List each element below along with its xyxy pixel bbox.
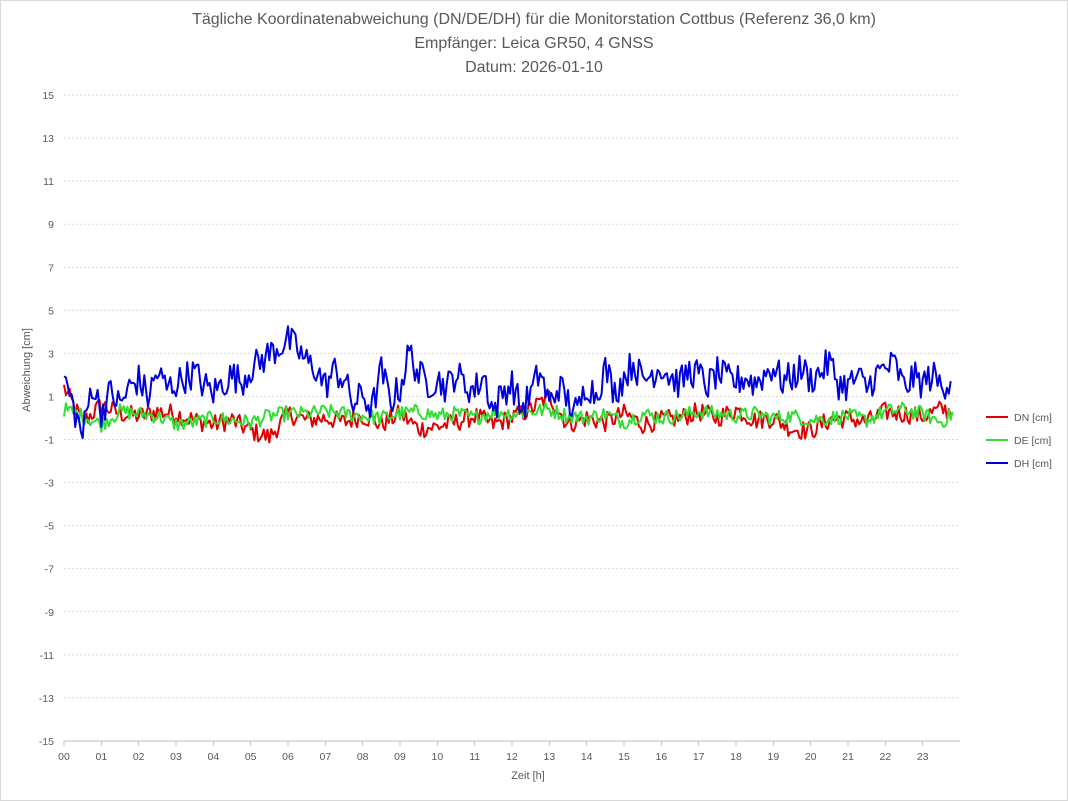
x-tick-label: 19 — [767, 751, 779, 763]
y-tick-label: 13 — [42, 133, 54, 145]
x-tick-label: 23 — [917, 751, 929, 763]
y-tick-label: -11 — [40, 650, 55, 662]
y-tick-label: -5 — [45, 521, 54, 533]
legend-label: DE [cm] — [1014, 435, 1051, 447]
legend: DN [cm] DE [cm] DH [cm] — [986, 412, 1052, 470]
x-tick-label: 08 — [357, 751, 369, 763]
x-tick-label: 09 — [394, 751, 406, 763]
y-tick-label: -15 — [39, 736, 54, 748]
x-tick-label: 17 — [693, 751, 705, 763]
y-axis-label: Abweichung [cm] — [21, 328, 33, 412]
legend-label: DN [cm] — [1014, 412, 1052, 424]
chart-subtitle-date: Datum: 2026-01-10 — [465, 59, 603, 76]
y-axis-ticks: 15 13 11 9 7 5 3 1 -1 -3 -5 -7 -9 -11 -13 -15 — [39, 90, 54, 748]
x-tick-label: 06 — [282, 751, 294, 763]
series-line-dh — [63, 325, 952, 440]
x-tick-label: 03 — [170, 751, 182, 763]
x-tick-label: 07 — [319, 751, 331, 763]
y-tick-label: 3 — [48, 348, 54, 360]
chart-title: Tägliche Koordinatenabweichung (DN/DE/DH… — [192, 11, 876, 28]
x-tick-label: 20 — [805, 751, 817, 763]
x-tick-label: 01 — [95, 751, 107, 763]
y-tick-label: -13 — [39, 693, 54, 705]
series-lines — [63, 325, 954, 444]
x-tick-label: 02 — [133, 751, 145, 763]
x-tick-label: 10 — [431, 751, 443, 763]
x-tick-label: 12 — [506, 751, 518, 763]
y-tick-label: -3 — [45, 478, 54, 490]
y-tick-label: 7 — [48, 262, 54, 274]
x-tick-label: 15 — [618, 751, 630, 763]
x-axis-label: Zeit [h] — [511, 770, 545, 782]
x-axis-ticks: 00 01 02 03 04 05 06 07 08 09 10 11 12 13 14 15 16 17 18 19… — [58, 741, 929, 763]
y-tick-label: -7 — [45, 564, 54, 576]
y-tick-label: 15 — [42, 90, 54, 102]
x-tick-label: 05 — [245, 751, 257, 763]
y-tick-label: -9 — [45, 607, 54, 619]
y-tick-label: 1 — [48, 391, 54, 403]
y-tick-label: -1 — [45, 435, 54, 447]
grid-lines — [64, 94, 960, 742]
x-tick-label: 22 — [879, 751, 891, 763]
series-line-de — [63, 401, 954, 433]
y-tick-label: 11 — [43, 176, 54, 188]
series-line-dn — [63, 384, 954, 444]
x-tick-label: 18 — [730, 751, 742, 763]
x-tick-label: 16 — [655, 751, 667, 763]
y-tick-label: 9 — [48, 219, 54, 231]
y-tick-label: 5 — [48, 305, 54, 317]
x-tick-label: 04 — [207, 751, 219, 763]
chart-subtitle-receiver: Empfänger: Leica GR50, 4 GNSS — [414, 35, 654, 52]
x-tick-label: 14 — [581, 751, 593, 763]
x-tick-label: 13 — [543, 751, 555, 763]
x-tick-label: 21 — [842, 751, 854, 763]
x-tick-label: 11 — [469, 751, 480, 763]
legend-label: DH [cm] — [1014, 458, 1052, 470]
x-tick-label: 00 — [58, 751, 70, 763]
